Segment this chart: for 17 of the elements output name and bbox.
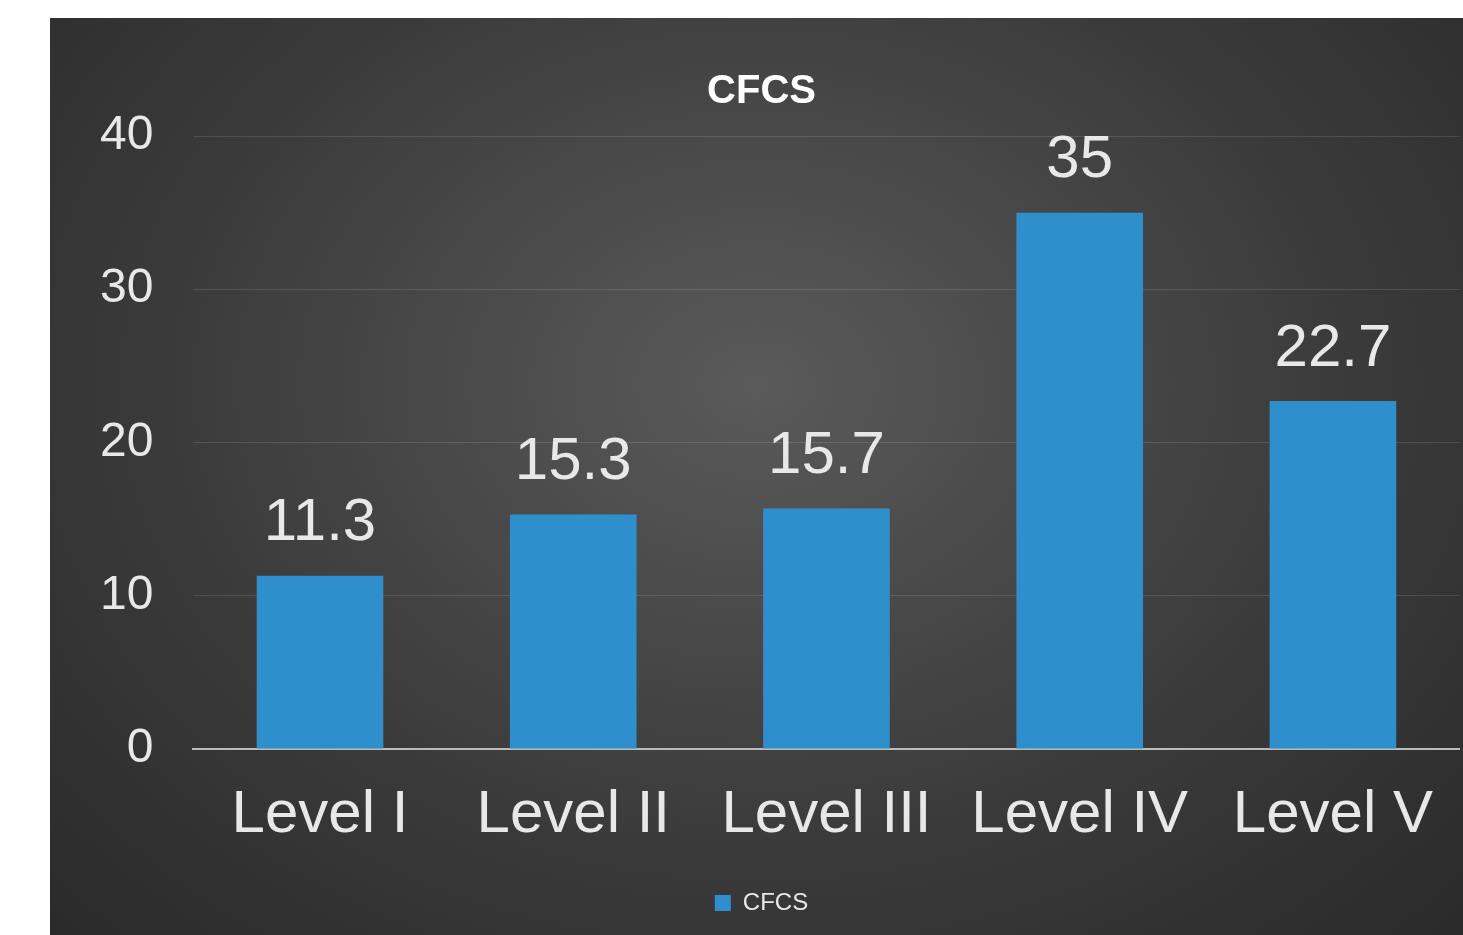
x-tick-label: Level IV: [971, 777, 1189, 845]
y-tick-label: 40: [100, 106, 154, 160]
x-tick-label: Level V: [1232, 777, 1434, 845]
data-label: 22.7: [1274, 311, 1392, 379]
data-label: 11.3: [263, 486, 377, 554]
legend-label: CFCS: [742, 887, 809, 915]
data-label: 35: [1046, 123, 1114, 191]
y-tick-label: 20: [100, 412, 154, 466]
y-tick-label: 0: [126, 719, 154, 773]
x-tick-label: Level III: [721, 777, 932, 845]
x-tick-label: Level I: [231, 777, 409, 845]
y-tick-label: 30: [100, 259, 154, 313]
x-tick-label: Level II: [476, 777, 670, 845]
data-label: 15.7: [768, 418, 885, 486]
chart-title: CFCS: [707, 67, 816, 112]
data-label: 15.3: [514, 425, 632, 493]
y-tick-label: 10: [100, 565, 154, 619]
